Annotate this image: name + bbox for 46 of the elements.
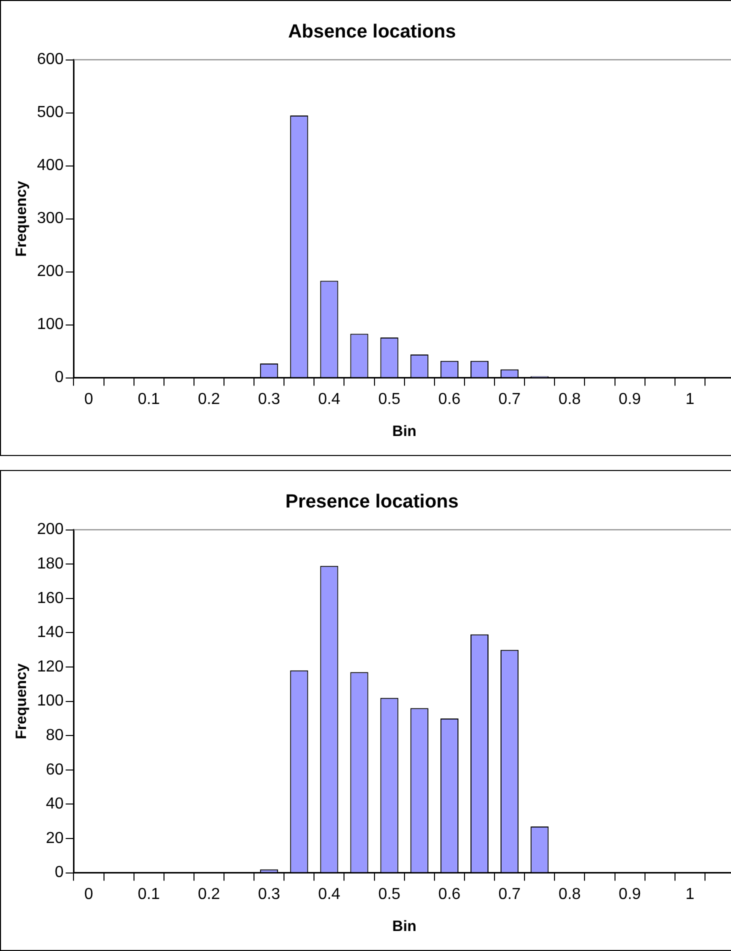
x-tick-label: 0.7: [498, 390, 521, 408]
x-tick-label: 0.6: [438, 390, 461, 408]
x-tick-label: 1: [685, 390, 694, 408]
y-tick-label: 40: [46, 796, 64, 813]
y-tick-label: 100: [36, 692, 64, 710]
y-tick-label: 100: [36, 316, 64, 334]
y-axis-title: Frequency: [13, 662, 30, 740]
x-tick-label: 0.1: [138, 886, 160, 903]
y-tick-label: 200: [36, 263, 64, 280]
x-tick-label: 0.2: [198, 886, 220, 903]
x-tick-label: 0.3: [258, 886, 280, 903]
x-tick-label: 0.3: [258, 390, 280, 408]
y-tick-label: 140: [36, 624, 64, 642]
chart-title: Presence locations: [285, 492, 459, 513]
y-tick-label: 160: [36, 590, 64, 607]
y-tick-label: 400: [36, 157, 64, 174]
y-tick-label: 300: [36, 210, 64, 228]
x-tick-label: 0.9: [618, 886, 642, 903]
y-tick-label: 120: [36, 658, 64, 676]
y-tick-label: 500: [36, 104, 64, 122]
x-tick-label: 0.8: [558, 390, 581, 408]
y-tick-label: 600: [36, 51, 64, 68]
x-axis-title: Bin: [392, 918, 416, 936]
x-tick-label: 0.7: [498, 886, 521, 903]
x-tick-label: 0.4: [318, 390, 340, 408]
x-tick-label: 0.5: [378, 886, 401, 903]
chart-title: Absence locations: [288, 22, 456, 43]
y-tick-label: 60: [46, 761, 64, 778]
x-tick-label: 0.1: [138, 390, 160, 408]
y-tick-label: 0: [54, 369, 64, 386]
x-axis-title: Bin: [392, 423, 416, 440]
x-tick-label: 0: [84, 886, 94, 903]
y-tick-label: 0: [54, 864, 64, 882]
y-tick-label: 200: [36, 521, 64, 538]
x-tick-label: 0.2: [198, 390, 220, 408]
x-tick-label: 0.4: [318, 886, 340, 903]
y-tick-label: 20: [46, 830, 64, 847]
x-tick-label: 0.8: [558, 886, 581, 903]
y-tick-label: 80: [46, 727, 64, 744]
x-tick-label: 0.9: [618, 390, 642, 408]
x-tick-label: 0.5: [378, 390, 401, 408]
y-tick-label: 180: [36, 556, 64, 573]
x-tick-label: 1: [685, 886, 694, 903]
x-tick-label: 0: [84, 390, 94, 408]
y-axis-title: Frequency: [13, 180, 30, 257]
x-tick-label: 0.6: [438, 886, 461, 903]
